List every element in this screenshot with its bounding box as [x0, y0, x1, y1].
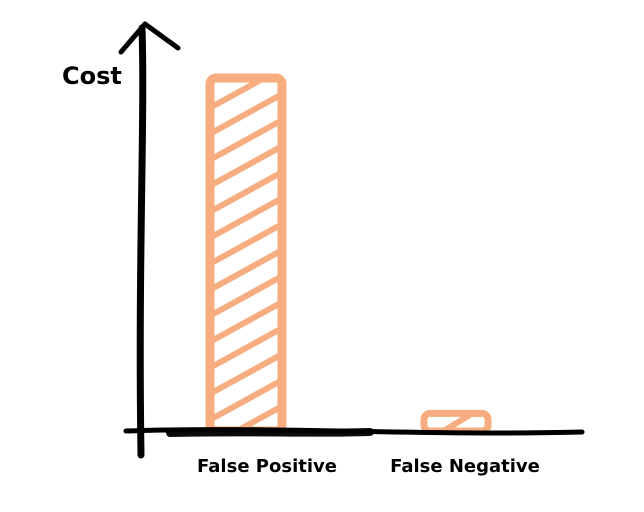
y-axis-arrowhead: [118, 21, 181, 55]
bars-layer: [205, 73, 492, 436]
x-tick-label-false-negative: False Negative: [390, 456, 540, 477]
bar-hatching: [424, 413, 488, 432]
y-axis-label: Cost: [62, 62, 122, 90]
bar-false-negative: [420, 409, 492, 435]
x-axis-stroke-shadow: [166, 428, 374, 437]
axes-layer: Cost: [62, 21, 585, 459]
labels-layer: False Positive False Negative: [197, 456, 540, 477]
x-tick-label-false-positive: False Positive: [197, 456, 337, 477]
bar-hatching: [210, 78, 282, 431]
bar-false-positive: [205, 73, 287, 436]
y-axis-line: [136, 24, 147, 459]
